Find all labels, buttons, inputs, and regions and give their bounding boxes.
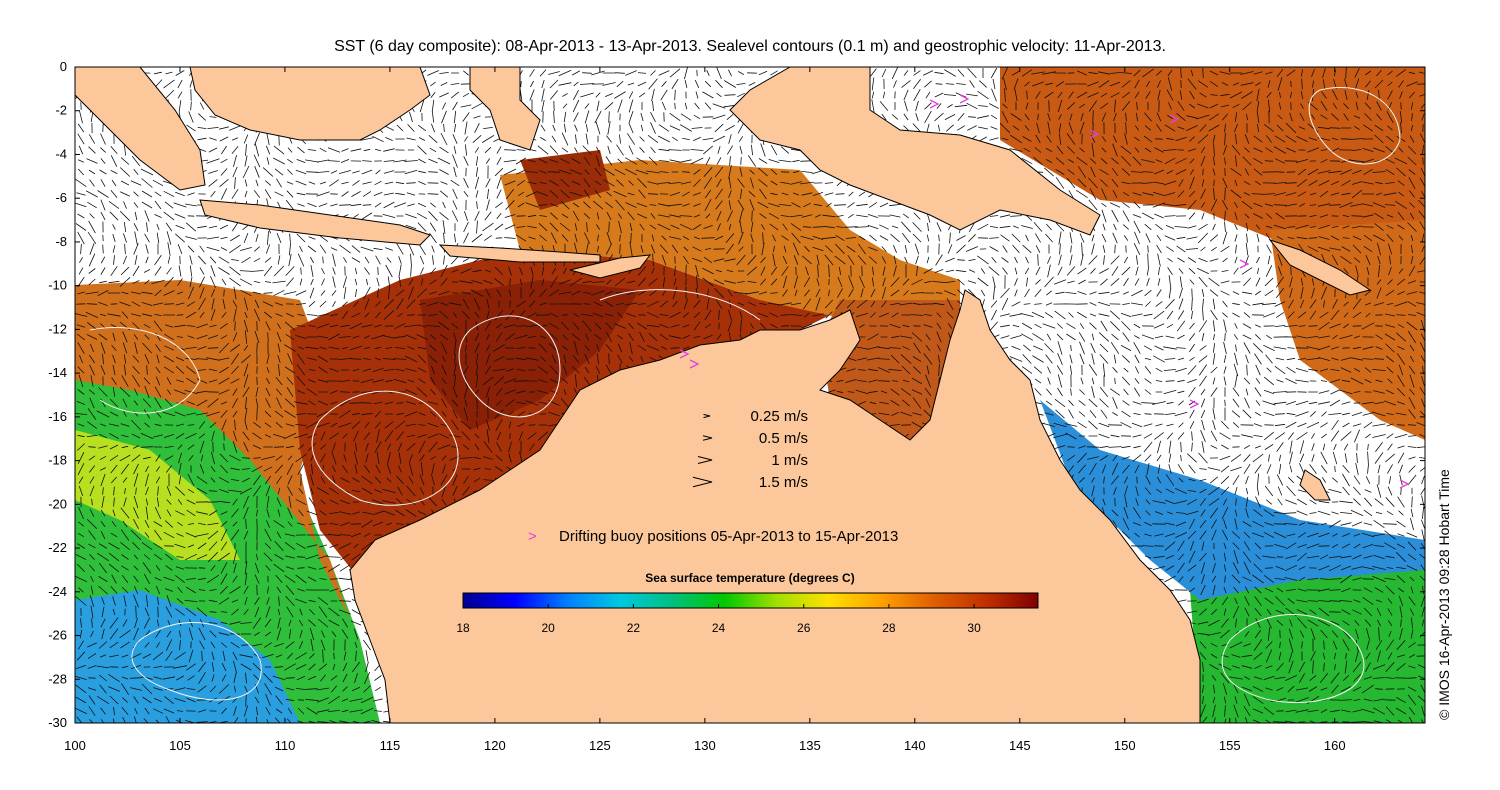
map-plot-area [75,67,1425,723]
buoy-marker [1169,114,1180,124]
x-tick-label: 110 [275,738,296,753]
buoy-marker [1399,479,1410,489]
land-timor [569,254,652,279]
y-tick-label: -8 [55,234,67,249]
buoy-marker [929,99,940,109]
y-tick-label: -18 [48,453,67,468]
y-tick-label: -22 [48,540,67,555]
y-tick-label: -6 [55,190,67,205]
y-tick-label: -14 [48,365,67,380]
sst-orange-coral [1270,220,1425,440]
velocity-legend-arrow [702,435,713,441]
colorbar-tick-label: 28 [882,621,896,635]
y-tick-label: -10 [48,278,67,293]
y-tick-label: 0 [60,59,67,74]
y-axis: 0 -2 -4 -6 -8 -10 -12 -14 -16 -18 -20 -22 -24 -26 -28 -… [48,59,1425,730]
x-tick-label: 115 [380,738,401,753]
sst-orange-northeast [1000,67,1425,250]
colorbar-tick-label: 18 [456,621,470,635]
x-tick-label: 100 [64,738,86,753]
land-sumatra [75,67,206,191]
land-lesser-sundas [438,244,601,263]
credit-text: © IMOS 16-Apr-2013 09:28 Hobart Time [1436,469,1452,720]
y-tick-label: -26 [48,628,67,643]
velocity-legend-label: 0.5 m/s [759,430,808,447]
x-tick-label: 130 [694,738,716,753]
buoy-legend-symbol: > [528,528,537,545]
colorbar-tick-label: 24 [712,621,726,635]
buoy-marker [959,94,970,104]
velocity-legend-label: 0.25 m/s [750,408,808,425]
y-tick-label: -2 [55,103,67,118]
plot-frame [74,66,1426,724]
x-tick-label: 145 [1009,738,1031,753]
velocity-legend-arrow [703,413,711,419]
land-solomons [1268,238,1372,296]
y-tick-label: -4 [55,146,67,161]
buoy-marker [1189,399,1200,409]
velocity-legend-label: 1.5 m/s [759,474,808,491]
buoy-marker [689,359,700,369]
x-tick-label: 105 [169,738,191,753]
colorbar-tick-label: 26 [797,621,811,635]
y-tick-label: -12 [48,321,67,336]
land-australia [349,289,1201,723]
land-borneo [189,67,431,141]
sealevel-contours [89,86,1401,704]
sst-orange-indonesia [500,160,960,320]
colorbar-gradient [462,592,1039,609]
buoy-legend: > Drifting buoy positions 05-Apr-2013 to… [528,528,898,545]
land-new-caledonia [1299,469,1331,501]
velocity-legend-arrow [697,456,713,464]
colorbar-tick-label: 20 [542,621,556,635]
x-tick-label: 140 [904,738,926,753]
sst-hottest-core [420,280,640,430]
buoy-marker [679,349,690,359]
colorbar-title: Sea surface temperature (degrees C) [645,571,854,585]
x-axis: 100 105 110 115 120 125 130 135 140 145 150 155 160 [64,67,1346,753]
velocity-legend-arrow [692,476,713,488]
land-new-guinea [729,67,1101,236]
y-tick-label: -30 [48,715,67,730]
land-java [199,199,431,246]
sst-cool-blue-west [75,590,300,723]
land-sulawesi [469,67,541,151]
velocity-legend-label: 1 m/s [771,452,808,469]
colorbar-tick-label: 30 [967,621,981,635]
colorbar-tick-label: 22 [627,621,641,635]
buoy-marker [1089,129,1100,139]
y-tick-label: -24 [48,584,67,599]
sst-orange-west [75,280,350,620]
x-tick-label: 135 [799,738,821,753]
velocity-legend: 0.25 m/s 0.5 m/s 1 m/s 1.5 m/s [692,408,808,491]
y-tick-label: -16 [48,409,67,424]
buoy-legend-label: Drifting buoy positions 05-Apr-2013 to 1… [559,528,898,545]
x-tick-label: 155 [1219,738,1241,753]
y-tick-label: -20 [48,496,67,511]
landmasses [75,67,1372,723]
x-tick-label: 160 [1324,738,1346,753]
buoy-marker [1239,259,1250,269]
x-tick-label: 125 [589,738,611,753]
map-title: SST (6 day composite): 08-Apr-2013 - 13-… [334,38,1166,55]
y-tick-label: -28 [48,671,67,686]
buoy-markers [679,94,1410,489]
x-tick-label: 150 [1114,738,1136,753]
colorbar: Sea surface temperature (degrees C) 18 20… [456,571,1039,635]
x-tick-label: 120 [484,738,506,753]
sst-blue-east [1040,400,1425,600]
sst-cool-east [1190,560,1425,723]
colorbar-ticks: 18 20 22 24 26 28 30 [456,604,981,635]
